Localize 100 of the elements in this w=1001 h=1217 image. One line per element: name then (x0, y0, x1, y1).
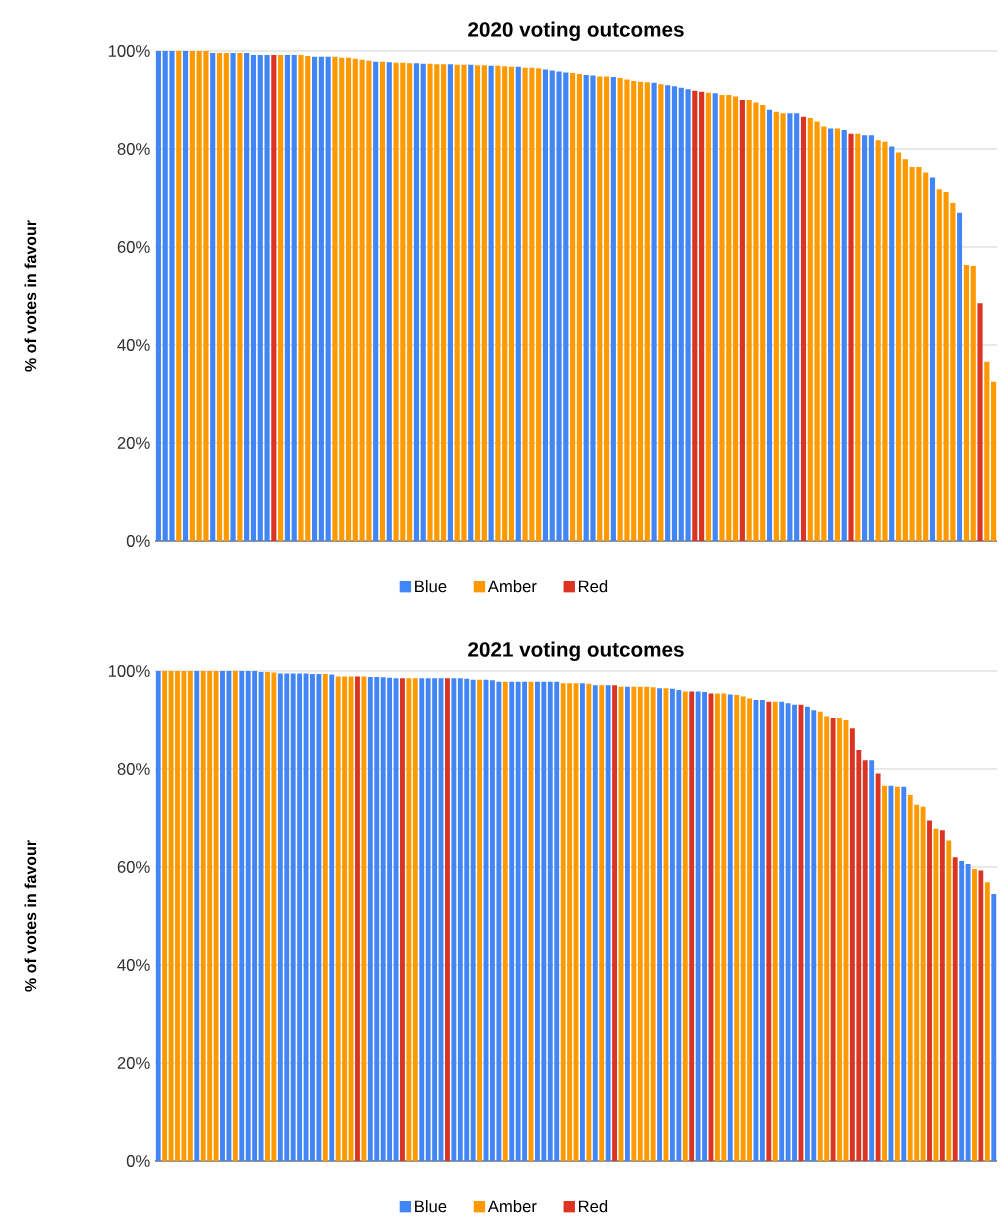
bar (927, 820, 932, 1161)
bar (176, 50, 182, 541)
bar (923, 172, 929, 541)
legend-label: Blue (415, 1200, 447, 1213)
bar (759, 699, 765, 1161)
bar (187, 671, 193, 1161)
bar (800, 116, 807, 541)
bar (451, 678, 457, 1161)
bar (406, 678, 412, 1161)
bar (155, 50, 161, 541)
bar (970, 266, 976, 541)
bar (734, 695, 740, 1161)
bar (766, 109, 773, 541)
bar (515, 66, 521, 541)
bar (991, 893, 997, 1161)
y-tick-label: 40% (117, 339, 150, 351)
bar (586, 683, 592, 1161)
bar (182, 50, 189, 541)
chart-title: 2020 voting outcomes (468, 21, 684, 41)
bar (237, 52, 243, 541)
y-tick-label: 100% (108, 45, 150, 57)
bar (712, 93, 718, 541)
bar (610, 76, 616, 541)
bar (946, 840, 952, 1161)
bar (495, 65, 501, 541)
bar (542, 69, 549, 541)
bar (991, 381, 997, 541)
bar (322, 673, 328, 1161)
bar (665, 85, 671, 541)
bar (901, 786, 907, 1161)
bar (386, 62, 392, 541)
bar (984, 361, 990, 541)
bar (984, 882, 990, 1161)
bar (868, 135, 874, 541)
bar (508, 66, 515, 541)
bar (284, 54, 290, 541)
bar (689, 691, 695, 1161)
bar (441, 64, 447, 541)
bar (311, 56, 318, 541)
bar (291, 54, 297, 541)
bar (772, 701, 778, 1161)
bar (502, 66, 508, 541)
bar (773, 111, 779, 541)
bar (194, 671, 200, 1161)
bar (978, 870, 984, 1161)
bar (250, 54, 257, 541)
bar (325, 56, 331, 541)
bar (155, 671, 161, 1161)
bar (502, 681, 508, 1161)
bar (671, 86, 678, 541)
bar (682, 691, 688, 1161)
legend-label: Blue (415, 580, 447, 593)
bar (605, 685, 611, 1161)
bar (705, 92, 711, 541)
bar (420, 63, 426, 541)
y-tick-label: 0% (126, 1155, 150, 1167)
bar (579, 683, 585, 1161)
bar (373, 61, 379, 541)
bar (637, 81, 644, 541)
bar (470, 679, 476, 1161)
bar (895, 152, 902, 541)
legend-label: Amber (487, 1200, 537, 1213)
bar (657, 688, 662, 1161)
bar (882, 785, 887, 1161)
y-tick-label: 20% (117, 437, 150, 449)
bar (658, 84, 664, 541)
bar (977, 303, 983, 541)
bar (952, 857, 958, 1161)
legend-label: Amber (487, 580, 537, 593)
bar (379, 61, 386, 541)
bar (329, 674, 335, 1161)
bar (624, 686, 630, 1161)
bar (474, 65, 481, 541)
bar (939, 830, 945, 1161)
bar (644, 82, 650, 541)
bar (352, 58, 358, 541)
bar (727, 694, 733, 1161)
bar (739, 99, 745, 541)
bar (933, 828, 939, 1161)
y-tick-label: 40% (117, 959, 150, 971)
bar (468, 64, 474, 541)
bar (355, 676, 360, 1161)
bar (929, 177, 936, 541)
bar (869, 760, 875, 1161)
bar (345, 57, 352, 541)
bar (692, 90, 698, 541)
bar (837, 718, 842, 1161)
bar (445, 678, 450, 1161)
bar (361, 676, 367, 1161)
bar (732, 96, 739, 541)
bar (488, 65, 494, 541)
bar (787, 113, 793, 541)
bar (278, 54, 284, 541)
bar (407, 63, 413, 541)
bar (699, 91, 705, 541)
bar (965, 864, 971, 1161)
bar (631, 686, 637, 1161)
bar (447, 64, 453, 541)
bar (400, 678, 405, 1161)
bar (830, 718, 836, 1161)
